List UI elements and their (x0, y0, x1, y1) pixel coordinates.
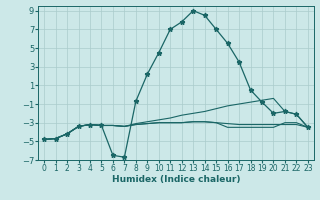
X-axis label: Humidex (Indice chaleur): Humidex (Indice chaleur) (112, 175, 240, 184)
